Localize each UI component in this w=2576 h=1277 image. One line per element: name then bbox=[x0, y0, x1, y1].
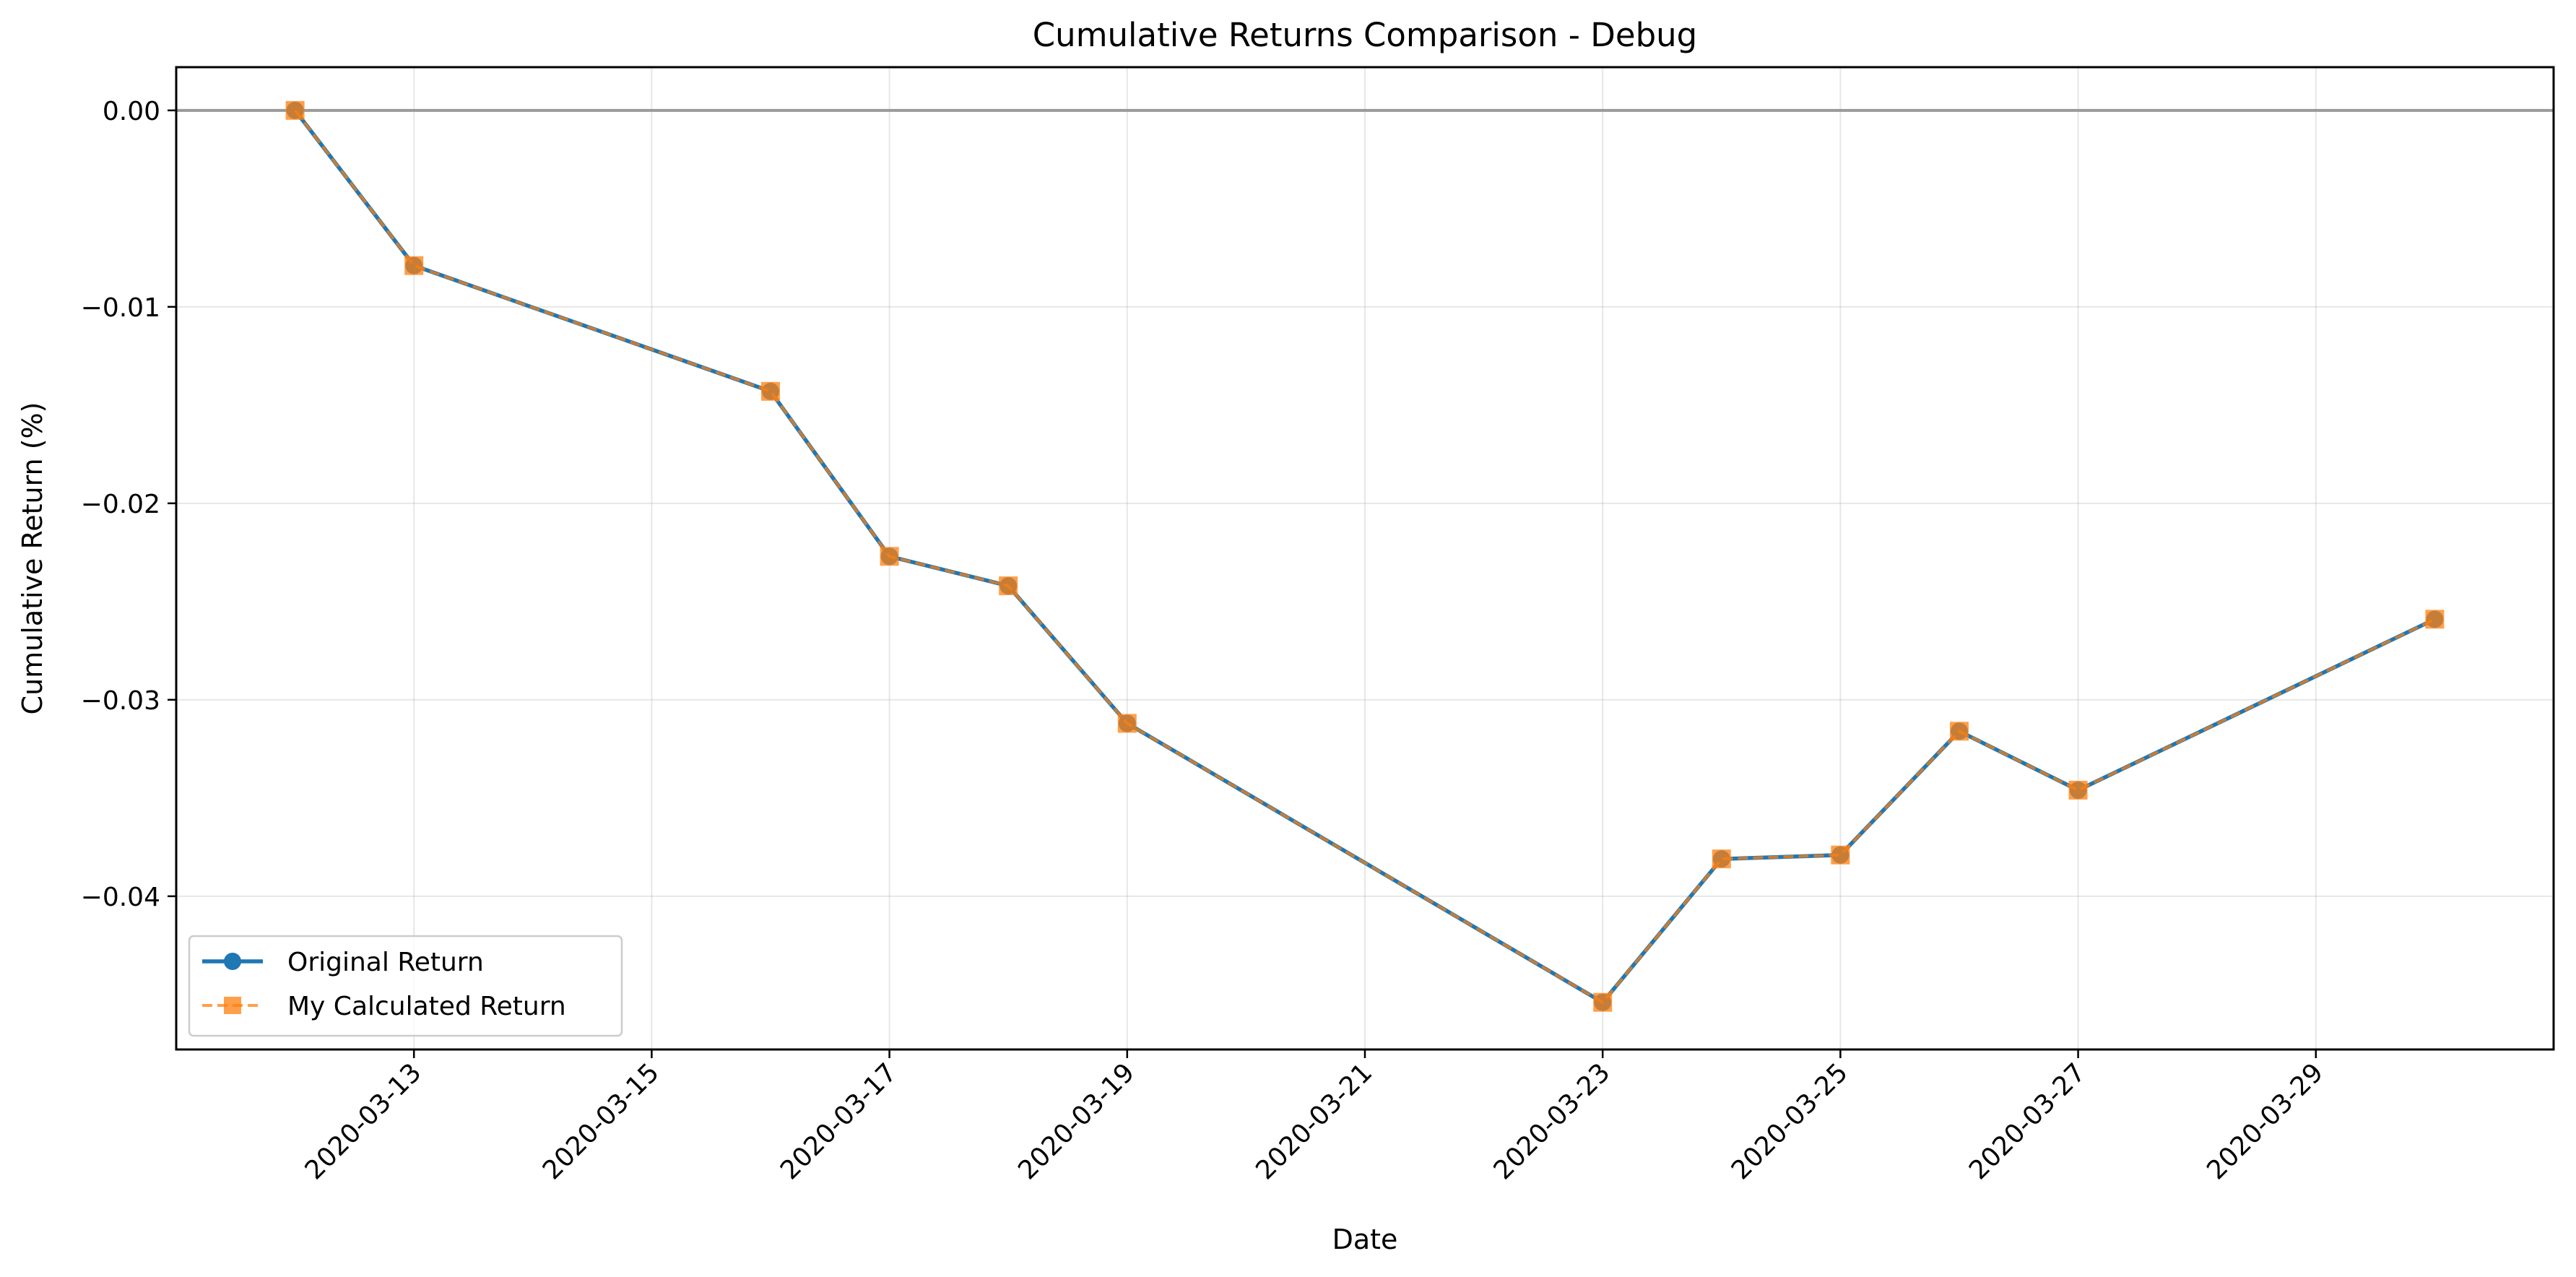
y-tick-label: −0.02 bbox=[81, 490, 160, 519]
y-axis-label: Cumulative Return (%) bbox=[17, 402, 48, 715]
data-point-my-calculated-return bbox=[404, 256, 424, 275]
legend-marker-square bbox=[224, 997, 241, 1014]
legend-box bbox=[188, 935, 623, 1037]
chart-title: Cumulative Returns Comparison - Debug bbox=[1033, 16, 1697, 54]
data-point-my-calculated-return bbox=[285, 100, 305, 120]
data-point-my-calculated-return bbox=[880, 547, 899, 566]
series-line-my-calculated-return bbox=[294, 109, 2436, 1004]
data-point-my-calculated-return bbox=[761, 381, 780, 401]
y-tick-label: −0.03 bbox=[81, 686, 160, 716]
legend-entry-my-calculated-return: My Calculated Return bbox=[202, 992, 566, 1021]
y-tick-label: −0.01 bbox=[81, 293, 160, 323]
y-tick-label: 0.00 bbox=[103, 97, 160, 126]
data-point-my-calculated-return bbox=[2068, 780, 2088, 800]
data-point-my-calculated-return bbox=[999, 576, 1018, 596]
legend-entry-original-return: Original Return bbox=[202, 948, 484, 977]
data-point-my-calculated-return bbox=[1593, 992, 1613, 1012]
y-tick-label: −0.04 bbox=[81, 883, 160, 912]
data-point-my-calculated-return bbox=[1831, 845, 1850, 865]
data-point-my-calculated-return bbox=[1950, 722, 1969, 741]
x-axis-label: Date bbox=[1332, 1224, 1398, 1255]
data-point-my-calculated-return bbox=[1117, 714, 1137, 733]
legend: Original Return My Calculated Return bbox=[188, 935, 623, 1037]
legend-marker-circle bbox=[224, 953, 241, 970]
data-point-my-calculated-return bbox=[1712, 849, 1731, 869]
data-point-my-calculated-return bbox=[2425, 610, 2445, 629]
legend-label-original-return: Original Return bbox=[287, 948, 484, 977]
plot-area-frame bbox=[175, 66, 2555, 1051]
plot-series bbox=[285, 100, 2445, 1012]
legend-label-my-calculated-return: My Calculated Return bbox=[287, 992, 566, 1021]
